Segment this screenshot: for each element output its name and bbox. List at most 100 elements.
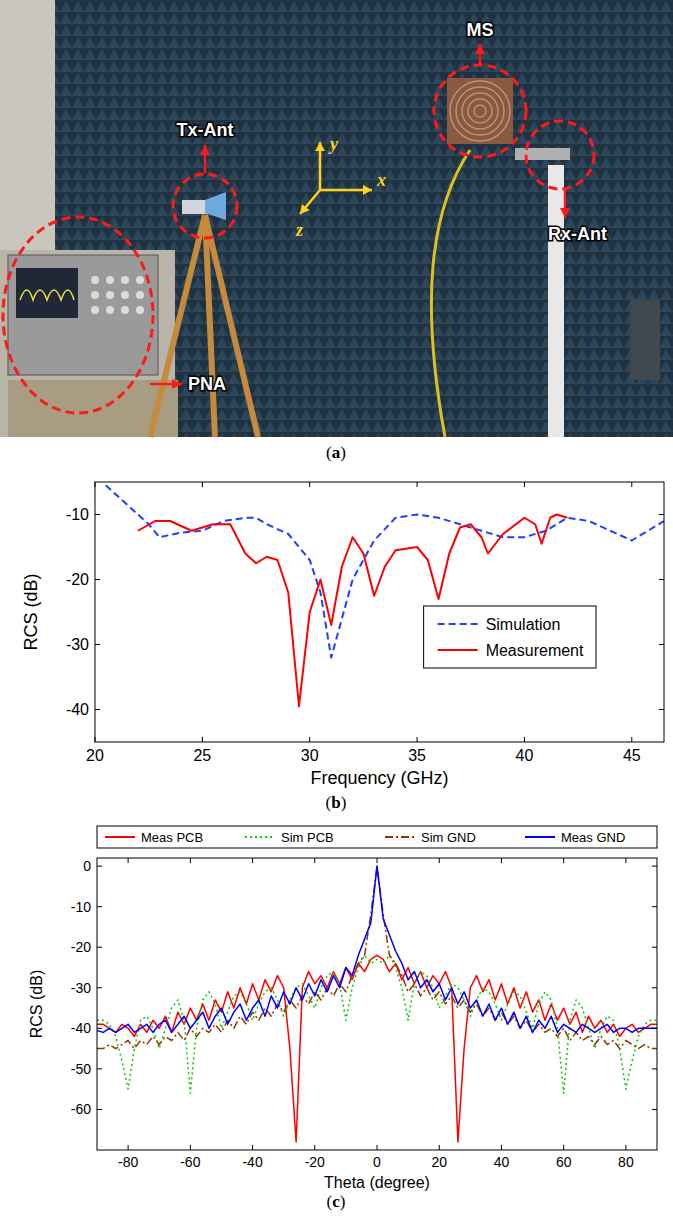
figure: yzxTx-AntMSRx-AntPNA(a)202530354045-40-3… bbox=[0, 0, 673, 1218]
legend-swatch bbox=[525, 836, 555, 838]
legend-label: Meas PCB bbox=[141, 830, 203, 845]
triad-head bbox=[300, 204, 310, 214]
y-tick-label: -60 bbox=[71, 1101, 91, 1117]
axis-letter: y bbox=[328, 134, 339, 154]
y-tick bbox=[95, 514, 100, 515]
series-line bbox=[97, 866, 657, 1032]
series-line bbox=[97, 955, 657, 1093]
highlight-ring bbox=[526, 121, 594, 189]
tripod-leg bbox=[150, 215, 205, 437]
triad-arrow bbox=[300, 190, 320, 214]
rx-pole bbox=[548, 165, 564, 437]
x-tick bbox=[309, 482, 310, 487]
x-tick bbox=[439, 1145, 440, 1150]
x-tick bbox=[252, 858, 253, 863]
x-tick bbox=[625, 1145, 626, 1150]
pna-knob bbox=[121, 276, 129, 284]
plot-area bbox=[95, 482, 664, 742]
y-axis-title: RCS (dB) bbox=[28, 970, 45, 1038]
x-tick-label: 20 bbox=[86, 747, 104, 764]
y-tick bbox=[95, 709, 100, 710]
x-tick bbox=[524, 737, 525, 742]
y-tick-label: -30 bbox=[71, 980, 91, 996]
y-tick bbox=[659, 514, 664, 515]
y-axis-title: RCS (dB) bbox=[21, 573, 41, 650]
y-tick-label: -10 bbox=[71, 899, 91, 915]
caption-part: ) bbox=[341, 793, 347, 812]
y-tick-label: -20 bbox=[66, 571, 89, 588]
x-tick bbox=[631, 737, 632, 742]
panel-caption: (b) bbox=[326, 793, 347, 812]
photo-label: Rx-Ant bbox=[548, 224, 607, 244]
x-tick-label: -20 bbox=[305, 1154, 325, 1170]
axis-triad: y z x bbox=[295, 134, 386, 240]
pna-knob bbox=[106, 291, 114, 299]
x-tick bbox=[563, 1145, 564, 1150]
y-tick-label: -50 bbox=[71, 1061, 91, 1077]
y-tick-label: -10 bbox=[66, 506, 89, 523]
pna-knob bbox=[91, 306, 99, 314]
x-tick-label: 40 bbox=[494, 1154, 510, 1170]
pna-knob bbox=[106, 276, 114, 284]
legend-label: Sim PCB bbox=[281, 830, 334, 845]
y-tick-label: -30 bbox=[66, 636, 89, 653]
photo-label: PNA bbox=[188, 374, 226, 394]
y-tick bbox=[659, 644, 664, 645]
y-tick bbox=[659, 579, 664, 580]
panel-caption: (a) bbox=[326, 443, 346, 462]
x-tick-label: 20 bbox=[431, 1154, 447, 1170]
x-tick bbox=[417, 737, 418, 742]
chart: 202530354045-40-30-20-10Frequency (GHz)R… bbox=[21, 482, 664, 788]
metasurface-ring bbox=[450, 81, 510, 141]
x-tick bbox=[631, 482, 632, 487]
legend-swatch bbox=[245, 836, 275, 838]
plot-frame bbox=[95, 482, 664, 742]
legend-label: Meas GND bbox=[561, 830, 625, 845]
legend: Meas PCBSim PCBSim GNDMeas GND bbox=[97, 826, 657, 848]
y-tick bbox=[652, 947, 657, 948]
axis-letter: z bbox=[295, 220, 303, 240]
x-tick-label: 30 bbox=[301, 747, 319, 764]
legend-frame bbox=[424, 606, 596, 668]
legend-label: Simulation bbox=[486, 616, 561, 633]
x-tick bbox=[439, 858, 440, 863]
x-axis-title: Frequency (GHz) bbox=[310, 768, 448, 788]
tx-horn bbox=[205, 192, 226, 220]
pna-knob bbox=[121, 291, 129, 299]
metasurface-ring bbox=[456, 87, 504, 135]
y-tick-label: 0 bbox=[83, 858, 91, 874]
positioner bbox=[630, 300, 660, 380]
x-tick bbox=[128, 858, 129, 863]
triad-head bbox=[315, 142, 325, 151]
arrow-head bbox=[172, 379, 182, 389]
x-tick bbox=[95, 737, 96, 742]
metasurface bbox=[447, 78, 513, 144]
metasurface-ring bbox=[474, 105, 486, 117]
y-tick bbox=[97, 906, 102, 907]
x-tick bbox=[190, 858, 191, 863]
arrow-head bbox=[560, 208, 570, 218]
x-tick bbox=[625, 858, 626, 863]
x-tick bbox=[202, 482, 203, 487]
y-tick-label: -40 bbox=[66, 701, 89, 718]
y-tick bbox=[652, 866, 657, 867]
legend-label: Measurement bbox=[486, 642, 584, 659]
x-tick bbox=[95, 482, 96, 487]
y-tick-label: -20 bbox=[71, 939, 91, 955]
x-tick bbox=[501, 858, 502, 863]
x-tick bbox=[377, 858, 378, 863]
y-tick bbox=[97, 1028, 102, 1029]
panel-caption: (c) bbox=[327, 1192, 346, 1211]
y-tick bbox=[97, 1109, 102, 1110]
legend-swatch bbox=[385, 836, 415, 838]
x-tick bbox=[417, 482, 418, 487]
series-group bbox=[106, 485, 664, 706]
door bbox=[0, 0, 55, 260]
x-tick-label: -60 bbox=[180, 1154, 200, 1170]
axis-letter: x bbox=[376, 170, 386, 190]
tripod-leg bbox=[205, 215, 258, 437]
legend-swatch bbox=[105, 836, 135, 838]
x-tick-label: 60 bbox=[556, 1154, 572, 1170]
y-tick bbox=[97, 987, 102, 988]
pna-trace bbox=[20, 290, 74, 300]
